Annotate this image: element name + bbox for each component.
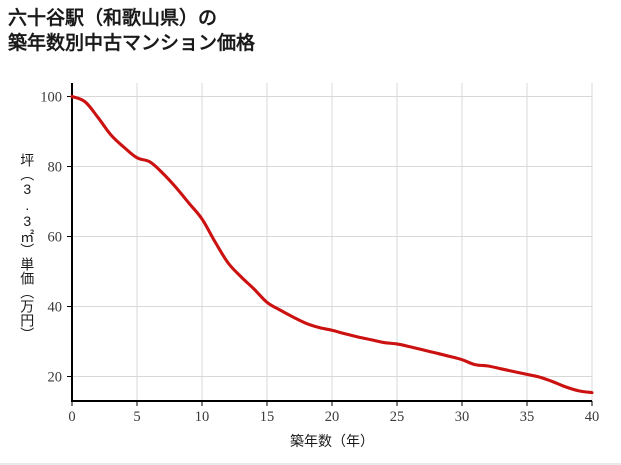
chart-title-line-1: 六十谷駅（和歌山県）の: [8, 8, 218, 29]
x-tick-label: 5: [133, 409, 140, 425]
x-tick-label: 25: [390, 409, 405, 425]
y-tick-label: 100: [40, 90, 62, 106]
data-series-line: [70, 94, 594, 395]
tickmarks-group: [67, 95, 593, 406]
x-tick-label: 20: [325, 409, 340, 425]
x-tick-label: 40: [585, 409, 600, 425]
x-axis-label: 築年数（年）: [290, 433, 374, 449]
y-tick-label: 60: [48, 230, 63, 246]
y-tick-labels-group: 20 40 60 80 100: [40, 90, 62, 386]
chart-title: 六十谷駅（和歌山県）の 築年数別中古マンション価格: [8, 6, 255, 56]
footer-divider: [0, 463, 621, 465]
y-tick-label: 20: [48, 370, 63, 386]
x-tick-label: 15: [260, 409, 275, 425]
y-tick-label: 80: [48, 160, 63, 176]
y-tick-label: 40: [48, 300, 63, 316]
gridlines-group: [72, 83, 593, 401]
x-tick-label: 0: [68, 409, 75, 425]
x-tick-labels-group: 0 5 10 15 20 25 30 35 40: [68, 409, 599, 425]
chart-title-line-2: 築年数別中古マンション価格: [8, 33, 256, 55]
x-tick-label: 35: [520, 409, 535, 425]
x-tick-label: 10: [195, 409, 210, 425]
x-tick-label: 30: [455, 409, 470, 425]
